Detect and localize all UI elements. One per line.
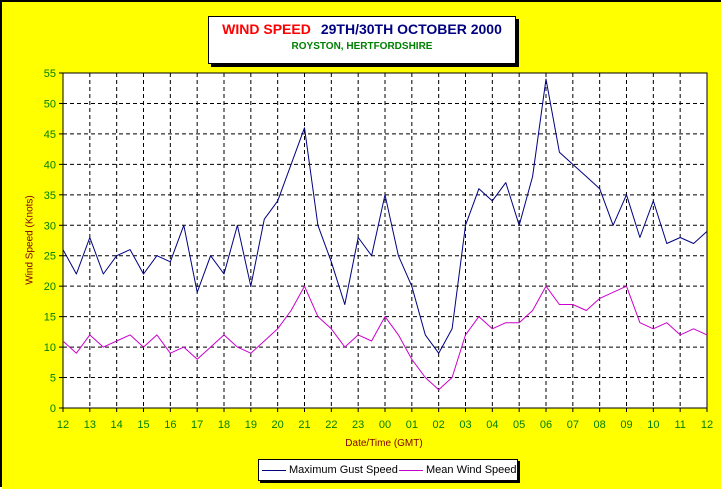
x-tick-label: 14 bbox=[111, 419, 123, 431]
x-tick-label: 05 bbox=[513, 419, 525, 431]
y-tick-label: 55 bbox=[44, 68, 56, 80]
y-tick-label: 0 bbox=[50, 403, 56, 415]
y-tick-label: 25 bbox=[44, 251, 56, 263]
x-tick-label: 19 bbox=[245, 419, 257, 431]
y-tick-label: 30 bbox=[44, 220, 56, 232]
y-tick-label: 20 bbox=[44, 281, 56, 293]
y-tick-label: 35 bbox=[44, 190, 56, 202]
x-tick-label: 20 bbox=[272, 419, 284, 431]
x-tick-label: 08 bbox=[594, 419, 606, 431]
y-tick-label: 45 bbox=[44, 129, 56, 141]
legend: Maximum Gust Speed Mean Wind Speed bbox=[258, 459, 518, 481]
x-tick-label: 15 bbox=[137, 419, 149, 431]
x-tick-label: 22 bbox=[325, 419, 337, 431]
x-tick-label: 07 bbox=[567, 419, 579, 431]
y-axis-ticks: 0 5 10 15 20 25 30 35 40 45 50 55 bbox=[44, 68, 63, 415]
series-line-mean-wind bbox=[62, 285, 708, 391]
series-lines bbox=[62, 78, 708, 391]
chart-title-date: 29TH/30TH OCTOBER 2000 bbox=[320, 21, 502, 37]
x-tick-label: 12 bbox=[57, 419, 69, 431]
x-tick-label: 06 bbox=[540, 419, 552, 431]
y-tick-label: 15 bbox=[44, 312, 56, 324]
gridlines bbox=[63, 73, 707, 408]
x-tick-label: 23 bbox=[352, 419, 364, 431]
legend-item-mean-wind: Mean Wind Speed bbox=[399, 460, 517, 480]
chart-title: WIND SPEED 29TH/30TH OCTOBER 2000 bbox=[209, 21, 515, 37]
x-tick-label: 13 bbox=[84, 419, 96, 431]
x-tick-label: 03 bbox=[459, 419, 471, 431]
legend-swatch-mean-wind bbox=[399, 469, 423, 471]
series-line-max-gust bbox=[62, 78, 708, 354]
x-tick-label: 00 bbox=[379, 419, 391, 431]
x-tick-label: 11 bbox=[674, 419, 685, 431]
legend-item-max-gust: Maximum Gust Speed bbox=[262, 460, 398, 480]
x-tick-label: 12 bbox=[701, 419, 713, 431]
x-tick-label: 21 bbox=[298, 419, 310, 431]
plot-area bbox=[62, 72, 708, 409]
x-axis-ticks: 12 13 14 15 16 17 18 19 20 21 22 23 00 01 02 03 04 05 06 07… bbox=[57, 408, 713, 431]
x-tick-label: 04 bbox=[486, 419, 498, 431]
x-tick-label: 17 bbox=[191, 419, 203, 431]
x-tick-label: 10 bbox=[647, 419, 659, 431]
chart-title-box: WIND SPEED 29TH/30TH OCTOBER 2000 ROYSTON… bbox=[208, 16, 516, 64]
legend-label-mean-wind: Mean Wind Speed bbox=[426, 464, 517, 476]
y-tick-label: 40 bbox=[44, 159, 56, 171]
chart-title-wind-speed: WIND SPEED bbox=[222, 21, 311, 37]
y-tick-label: 5 bbox=[50, 373, 56, 385]
y-tick-label: 50 bbox=[44, 98, 56, 110]
x-tick-label: 18 bbox=[218, 419, 230, 431]
x-tick-label: 09 bbox=[620, 419, 632, 431]
y-axis-label: Wind Speed (Knots) bbox=[24, 195, 36, 285]
legend-label-max-gust: Maximum Gust Speed bbox=[289, 464, 398, 476]
y-tick-label: 10 bbox=[44, 342, 56, 354]
x-axis-label: Date/Time (GMT) bbox=[345, 438, 423, 449]
chart-subtitle: ROYSTON, HERTFORDSHIRE bbox=[291, 41, 433, 52]
legend-swatch-max-gust bbox=[262, 469, 286, 471]
x-tick-label: 02 bbox=[433, 419, 445, 431]
x-tick-label: 01 bbox=[406, 419, 418, 431]
x-tick-label: 16 bbox=[164, 419, 176, 431]
